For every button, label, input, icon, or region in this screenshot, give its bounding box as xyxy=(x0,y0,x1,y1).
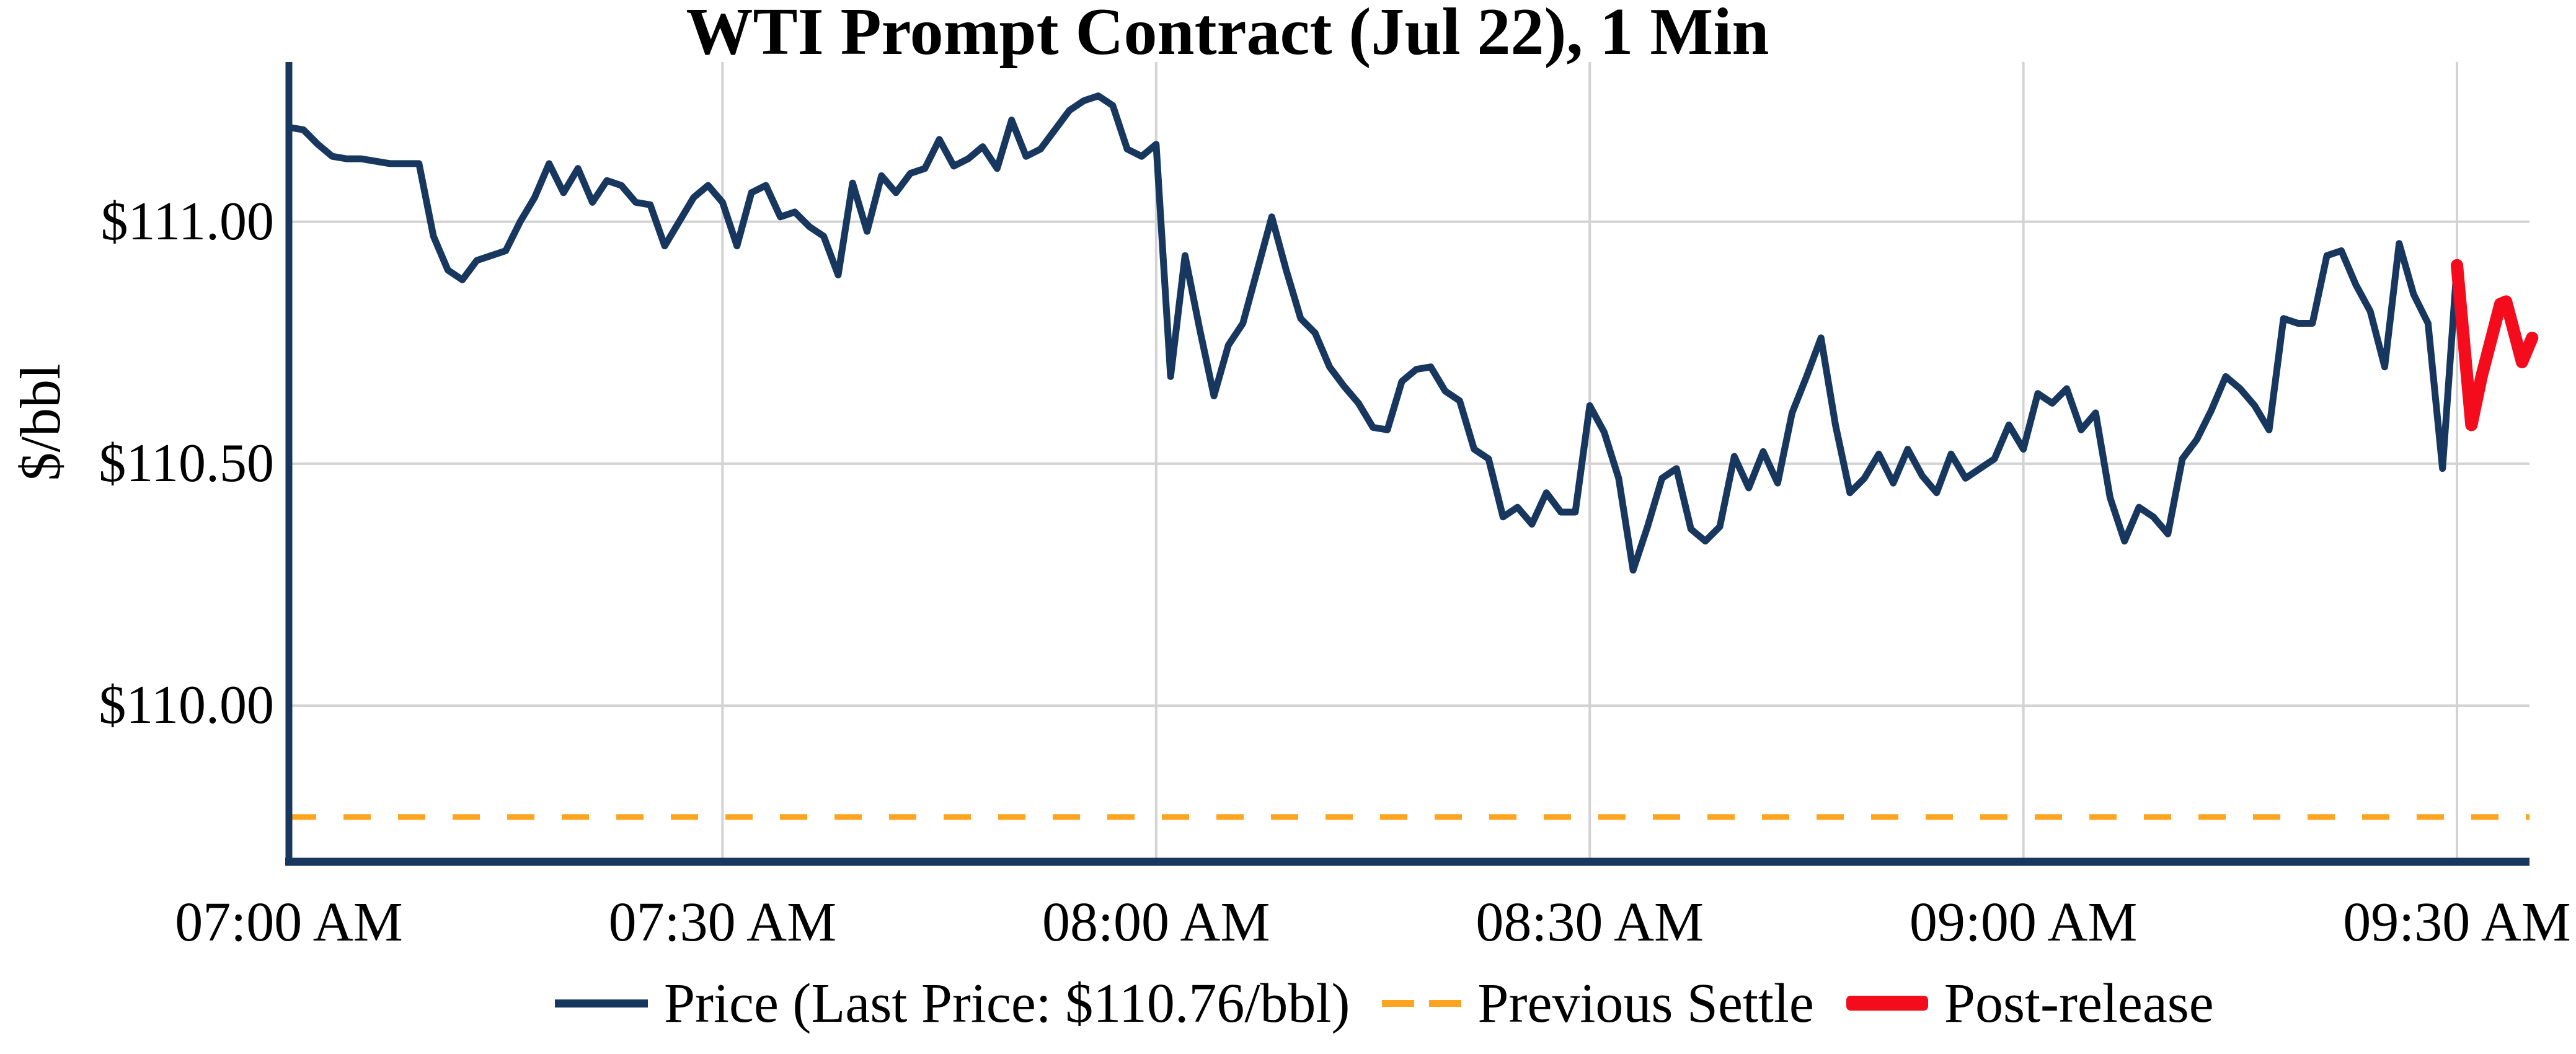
y-axis-label: $/bbl xyxy=(9,363,72,481)
x-tick-label: 09:30 AM xyxy=(2343,892,2571,953)
y-tick-label: $110.50 xyxy=(99,433,274,494)
legend-item-post-release: Post-release xyxy=(1846,972,2214,1035)
x-tick-label: 08:30 AM xyxy=(1476,892,1704,953)
legend-label-price: Price (Last Price: $110.76/bbl) xyxy=(664,972,1350,1034)
legend-label-post-release: Post-release xyxy=(1944,972,2214,1034)
price-line-swatch-icon xyxy=(555,999,648,1008)
legend-item-previous-settle: Previous Settle xyxy=(1382,972,1814,1035)
legend: Price (Last Price: $110.76/bbl) Previous… xyxy=(555,967,2214,1039)
x-tick-label: 07:30 AM xyxy=(608,892,837,953)
legend-item-price: Price (Last Price: $110.76/bbl) xyxy=(555,972,1350,1035)
x-tick-label: 09:00 AM xyxy=(1909,892,2138,953)
x-tick-label: 08:00 AM xyxy=(1042,892,1270,953)
post-release-swatch-icon xyxy=(1846,996,1928,1011)
previous-settle-swatch-icon xyxy=(1382,999,1462,1007)
y-tick-label: $110.00 xyxy=(99,675,274,736)
x-tick-label: 07:00 AM xyxy=(175,892,403,953)
y-tick-label: $111.00 xyxy=(100,191,274,252)
chart-title: WTI Prompt Contract (Jul 22), 1 Min xyxy=(686,0,1769,69)
legend-label-previous-settle: Previous Settle xyxy=(1477,972,1814,1034)
